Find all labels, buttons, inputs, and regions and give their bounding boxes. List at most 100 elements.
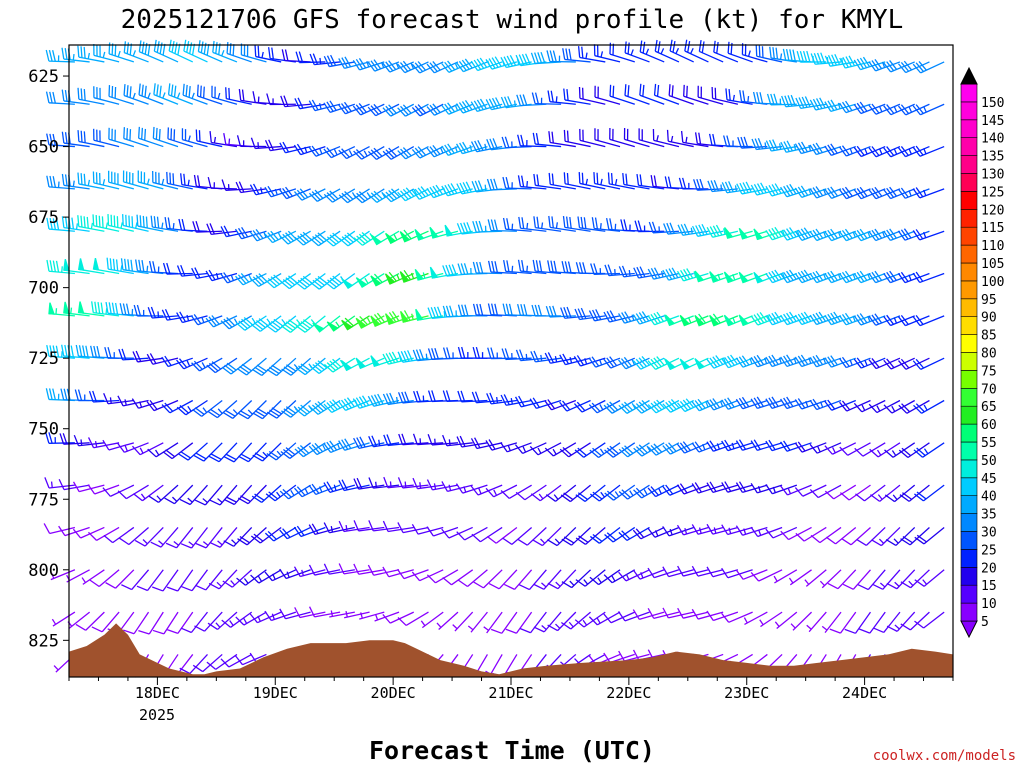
- wind-barb: [237, 400, 267, 420]
- wind-barb: [236, 357, 267, 376]
- wind-barb: [206, 357, 238, 374]
- wind-barb: [382, 103, 415, 117]
- x-tick-label: 21DEC: [488, 684, 533, 702]
- wind-barb: [192, 653, 223, 673]
- wind-barb: [429, 226, 459, 239]
- wind-barb: [533, 216, 562, 232]
- wind-barb: [399, 310, 429, 323]
- wind-barb: [367, 393, 400, 407]
- wind-barb: [531, 92, 562, 105]
- wind-barb: [427, 434, 459, 446]
- wind-barb: [164, 484, 194, 505]
- wind-barb: [190, 313, 223, 326]
- wind-barb: [868, 357, 901, 370]
- wind-barb: [853, 101, 886, 115]
- wind-barb: [48, 302, 75, 317]
- wind-barb: [794, 269, 827, 284]
- wind-barb: [810, 526, 842, 544]
- wind-barb: [420, 611, 444, 629]
- wind-barb: [196, 84, 223, 105]
- colorbar-label: 65: [981, 400, 997, 415]
- wind-barb: [532, 526, 562, 547]
- wind-barb: [897, 60, 930, 74]
- wind-barb: [467, 611, 488, 633]
- wind-barb: [323, 522, 355, 534]
- wind-barb: [205, 269, 238, 282]
- y-axis: 625 650 675 700 725 750 775 800 825: [28, 67, 69, 651]
- wind-barb: [442, 305, 473, 318]
- wind-barb: [414, 268, 444, 281]
- wind-barb: [77, 45, 105, 63]
- wind-barb: [456, 526, 488, 541]
- wind-barb: [518, 216, 547, 232]
- wind-barb: [883, 186, 915, 200]
- wind-barb: [501, 136, 532, 149]
- wind-barb: [515, 53, 547, 67]
- wind-barb: [368, 188, 400, 203]
- wind-barb: [470, 139, 503, 153]
- wind-barb: [579, 128, 606, 148]
- wind-barb: [131, 398, 164, 409]
- wind-barb: [146, 399, 179, 412]
- wind-barb: [44, 477, 75, 489]
- wind-barb: [912, 357, 945, 370]
- wind-barb: [167, 83, 193, 105]
- wind-barb: [136, 214, 164, 232]
- wind-barb: [560, 611, 591, 630]
- wind-barb: [883, 399, 916, 414]
- wind-barb: [738, 227, 768, 240]
- wind-barb: [93, 43, 120, 63]
- wind-barb: [104, 347, 134, 359]
- wind-barb: [238, 442, 267, 463]
- wind-barb: [709, 271, 739, 283]
- wind-barb: [669, 39, 694, 63]
- wind-barb: [223, 484, 253, 506]
- wind-barb: [61, 216, 90, 232]
- wind-barb: [426, 60, 459, 74]
- wind-barb: [442, 434, 473, 447]
- wind-barb: [222, 400, 253, 419]
- colorbar-swatch: [960, 387, 978, 407]
- wind-barb: [897, 145, 930, 158]
- wind-barb: [853, 56, 886, 71]
- wind-barb: [61, 173, 90, 190]
- wind-barb: [517, 175, 547, 190]
- wind-barb: [147, 442, 179, 458]
- wind-barb: [562, 48, 591, 63]
- wind-barb: [623, 128, 650, 148]
- wind-barb: [148, 260, 179, 275]
- wind-barb: [72, 481, 105, 493]
- x-axis-label: Forecast Time (UTC): [369, 736, 655, 765]
- colorbar-swatch: [960, 262, 978, 282]
- wind-barb: [207, 176, 237, 190]
- wind-barb: [503, 259, 532, 275]
- wind-barb: [471, 526, 503, 543]
- wind-barb: [603, 399, 636, 414]
- terrain-area: [69, 623, 953, 677]
- x-tick-label: 19DEC: [253, 684, 298, 702]
- wind-barb: [166, 611, 194, 635]
- wind-barb: [838, 356, 871, 369]
- colorbar-swatch: [960, 495, 978, 514]
- wind-barb: [264, 526, 297, 542]
- wind-barb: [603, 569, 636, 584]
- wind-barb: [264, 230, 297, 244]
- colorbar-label: 105: [981, 257, 1004, 272]
- colorbar-label: 130: [981, 168, 1004, 183]
- wind-barb: [249, 611, 282, 624]
- wind-barb: [788, 569, 812, 586]
- wind-barb: [252, 400, 282, 420]
- colorbar-swatch: [960, 316, 978, 335]
- colorbar-label: 110: [981, 239, 1004, 254]
- wind-barb: [871, 526, 901, 547]
- wind-barb: [684, 39, 709, 63]
- wind-barb: [45, 432, 75, 444]
- wind-barb: [122, 214, 149, 232]
- x-tick-label: 18DEC: [135, 684, 180, 702]
- wind-barb: [161, 355, 193, 368]
- wind-barb: [222, 569, 253, 588]
- wind-barb: [794, 441, 827, 453]
- wind-barb: [545, 484, 577, 502]
- wind-barb: [514, 442, 547, 455]
- wind-barb: [442, 390, 473, 403]
